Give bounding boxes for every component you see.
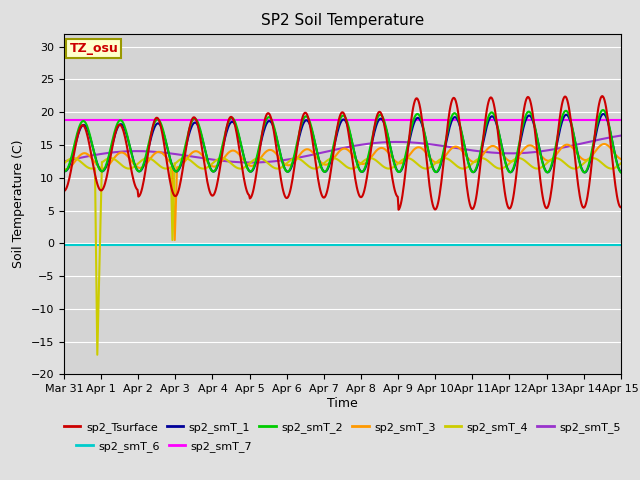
sp2_Tsurface (428, 193, 435, 199)
sp2_smT_4 (186, 157, 193, 163)
sp2_smT_5 (214, 157, 221, 163)
sp2_smT_5 (127, 148, 135, 154)
sp2_smT_7 (60, 117, 68, 123)
sp2_smT_6 (426, 242, 434, 248)
X-axis label: Time: Time (327, 397, 358, 410)
sp2_smT_2 (70, 143, 78, 149)
sp2_smT_1 (127, 150, 135, 156)
sp2_smT_4 (215, 156, 223, 162)
sp2_smT_3 (411, 146, 419, 152)
sp2_smT_6 (214, 242, 221, 248)
sp2_Tsurface (598, 93, 606, 99)
sp2_smT_6 (617, 242, 625, 248)
sp2_smT_6 (70, 242, 78, 248)
Line: sp2_smT_2: sp2_smT_2 (64, 110, 621, 172)
sp2_smT_2 (410, 116, 418, 121)
sp2_smT_1 (60, 168, 68, 174)
sp2_smT_4 (428, 163, 436, 169)
sp2_smT_5 (60, 158, 68, 164)
sp2_smT_7 (617, 117, 625, 123)
Line: sp2_Tsurface: sp2_Tsurface (64, 96, 621, 210)
Line: sp2_smT_4: sp2_smT_4 (64, 158, 621, 355)
sp2_smT_5 (184, 153, 192, 159)
sp2_smT_7 (426, 117, 434, 123)
sp2_smT_6 (127, 242, 135, 248)
sp2_smT_1 (70, 146, 78, 152)
sp2_Tsurface (184, 133, 192, 139)
Title: SP2 Soil Temperature: SP2 Soil Temperature (260, 13, 424, 28)
sp2_smT_3 (185, 154, 193, 159)
sp2_Tsurface (60, 188, 68, 194)
sp2_Tsurface (214, 180, 221, 186)
sp2_smT_5 (70, 156, 78, 162)
sp2_smT_3 (601, 141, 609, 147)
sp2_smT_1 (410, 120, 418, 126)
sp2_smT_4 (617, 160, 625, 166)
sp2_smT_2 (60, 168, 68, 174)
sp2_smT_1 (426, 156, 434, 162)
sp2_smT_2 (184, 132, 192, 137)
sp2_smT_6 (184, 242, 192, 248)
sp2_smT_2 (214, 163, 221, 168)
sp2_Tsurface (411, 98, 419, 104)
sp2_smT_4 (412, 159, 419, 165)
sp2_smT_1 (184, 135, 192, 141)
sp2_smT_5 (428, 142, 435, 147)
sp2_smT_4 (70, 155, 77, 161)
sp2_Tsurface (617, 204, 625, 210)
Line: sp2_smT_1: sp2_smT_1 (64, 114, 621, 172)
Text: TZ_osu: TZ_osu (70, 42, 118, 55)
sp2_smT_3 (428, 156, 435, 162)
sp2_smT_2 (580, 169, 588, 175)
sp2_smT_3 (171, 237, 179, 243)
sp2_smT_7 (410, 117, 418, 123)
sp2_smT_6 (60, 242, 68, 248)
sp2_Tsurface (395, 207, 403, 213)
sp2_smT_5 (411, 140, 419, 145)
sp2_smT_4 (129, 165, 137, 170)
sp2_smT_3 (70, 160, 78, 166)
sp2_smT_1 (617, 169, 625, 175)
sp2_smT_3 (214, 162, 222, 168)
sp2_smT_6 (410, 242, 418, 248)
sp2_smT_5 (248, 160, 255, 166)
sp2_smT_7 (127, 117, 135, 123)
sp2_smT_2 (426, 157, 434, 163)
sp2_smT_3 (60, 166, 68, 172)
sp2_Tsurface (127, 168, 135, 173)
sp2_smT_4 (71, 156, 79, 161)
sp2_smT_2 (599, 107, 607, 113)
sp2_smT_5 (617, 132, 625, 138)
sp2_smT_1 (214, 164, 221, 169)
Line: sp2_smT_5: sp2_smT_5 (64, 135, 621, 163)
sp2_smT_2 (127, 150, 135, 156)
sp2_smT_1 (600, 111, 607, 117)
sp2_smT_1 (581, 169, 589, 175)
Y-axis label: Soil Temperature (C): Soil Temperature (C) (12, 140, 25, 268)
sp2_smT_3 (617, 156, 625, 162)
sp2_smT_7 (214, 117, 221, 123)
sp2_smT_4 (60, 160, 68, 166)
sp2_smT_7 (184, 117, 192, 123)
Legend: sp2_smT_6, sp2_smT_7: sp2_smT_6, sp2_smT_7 (72, 436, 257, 456)
Line: sp2_smT_3: sp2_smT_3 (64, 144, 621, 240)
sp2_smT_7 (70, 117, 78, 123)
sp2_Tsurface (70, 151, 78, 156)
sp2_smT_3 (127, 158, 135, 164)
sp2_smT_2 (617, 169, 625, 175)
sp2_smT_4 (93, 352, 101, 358)
